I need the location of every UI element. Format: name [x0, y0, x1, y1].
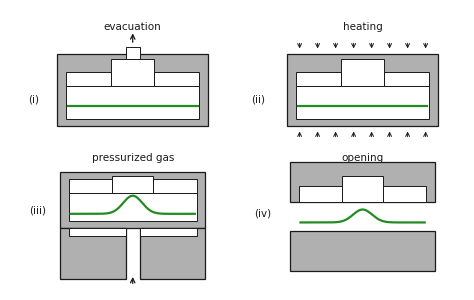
- Bar: [111, 59, 155, 86]
- Bar: [126, 47, 140, 59]
- Bar: [154, 179, 197, 193]
- Text: heating: heating: [343, 22, 383, 32]
- Bar: [287, 54, 438, 126]
- Text: evacuation: evacuation: [104, 22, 162, 32]
- Text: (i): (i): [28, 94, 39, 104]
- Bar: [69, 193, 197, 221]
- Bar: [341, 59, 384, 86]
- Bar: [384, 72, 429, 86]
- Bar: [383, 186, 427, 202]
- Bar: [155, 72, 200, 86]
- Text: pressurized gas: pressurized gas: [91, 154, 174, 164]
- Bar: [296, 86, 429, 119]
- Bar: [69, 179, 112, 193]
- Bar: [69, 228, 126, 236]
- Bar: [112, 176, 154, 193]
- Bar: [296, 72, 341, 86]
- Bar: [140, 228, 197, 236]
- Bar: [290, 231, 435, 271]
- Text: (ii): (ii): [251, 94, 265, 104]
- Bar: [60, 172, 205, 228]
- Bar: [342, 176, 383, 202]
- Text: (iv): (iv): [254, 209, 271, 219]
- Bar: [57, 54, 208, 126]
- Bar: [140, 228, 205, 279]
- Bar: [66, 72, 111, 86]
- Bar: [290, 162, 435, 202]
- Text: opening: opening: [341, 154, 384, 164]
- Text: (iii): (iii): [29, 206, 46, 215]
- Bar: [60, 228, 126, 279]
- Bar: [66, 86, 200, 119]
- Bar: [299, 186, 342, 202]
